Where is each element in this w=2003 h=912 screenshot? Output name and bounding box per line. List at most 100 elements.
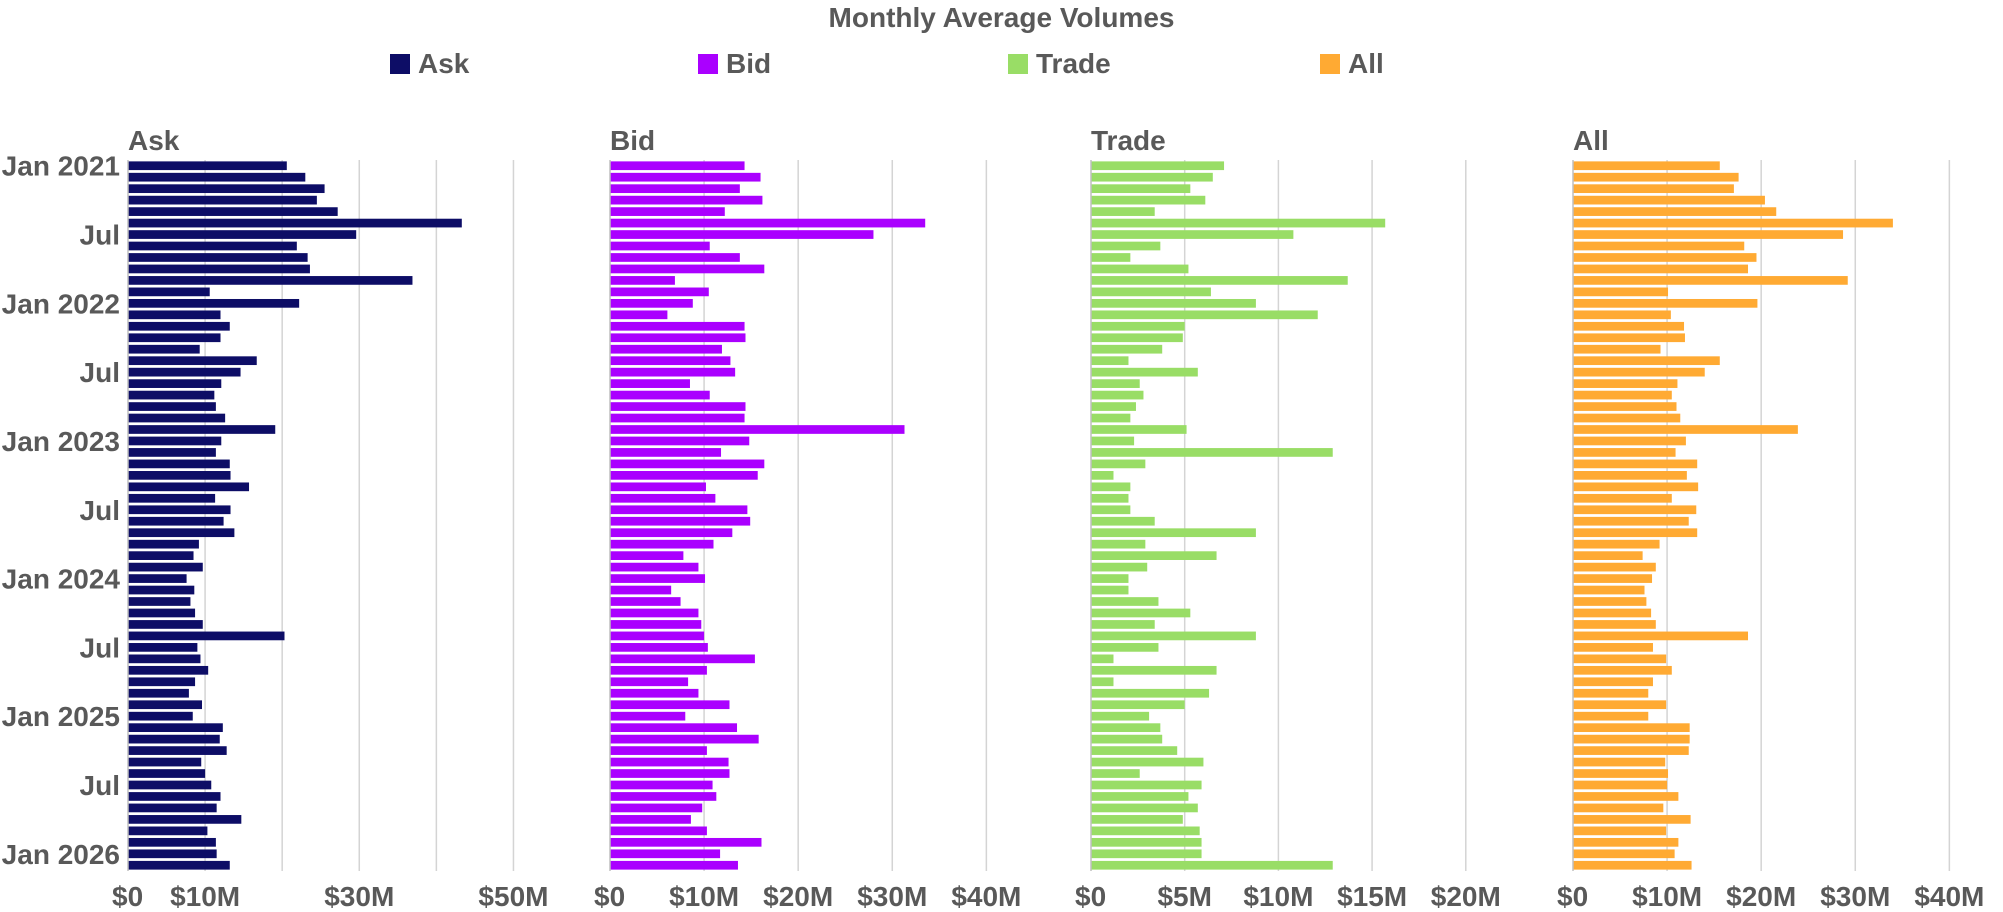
- legend-label: Trade: [1036, 48, 1111, 79]
- panel-title: Ask: [128, 125, 180, 156]
- bar: [1573, 379, 1678, 388]
- bar: [1573, 287, 1669, 297]
- bar: [1573, 849, 1675, 859]
- bar: [610, 837, 762, 847]
- bar: [1091, 413, 1131, 423]
- bar: [610, 161, 745, 171]
- bar: [610, 390, 710, 400]
- bar: [128, 264, 310, 274]
- bar: [1573, 654, 1667, 664]
- legend-swatch: [1320, 54, 1340, 74]
- bar: [1091, 757, 1204, 767]
- bar: [128, 597, 191, 606]
- bar: [128, 803, 217, 813]
- bar: [1091, 241, 1161, 251]
- bar: [1091, 459, 1146, 469]
- bar: [610, 597, 681, 606]
- x-tick-label: $40M: [951, 881, 1021, 912]
- bar: [610, 298, 693, 308]
- bar: [1091, 379, 1140, 388]
- bar: [1573, 620, 1656, 629]
- bar: [610, 471, 758, 480]
- bar: [128, 241, 297, 251]
- x-tick-label: $10M: [170, 881, 240, 912]
- bar: [1573, 780, 1668, 790]
- y-tick-label: Jan 2024: [2, 564, 121, 595]
- bar: [610, 482, 706, 492]
- bar: [610, 757, 729, 767]
- bar: [610, 321, 745, 331]
- bar: [128, 310, 221, 320]
- bar: [1091, 803, 1198, 813]
- bar: [128, 505, 231, 515]
- bar: [1091, 711, 1150, 721]
- chart-title: Monthly Average Volumes: [828, 2, 1175, 33]
- bar: [128, 218, 462, 228]
- bar: [128, 780, 212, 790]
- bar: [1573, 688, 1649, 698]
- bar: [128, 539, 199, 549]
- bar: [1091, 390, 1144, 400]
- bar: [128, 792, 221, 801]
- x-tick-label: $5M: [1157, 881, 1211, 912]
- bar: [1573, 298, 1758, 308]
- legend-item-all: All: [1320, 48, 1384, 80]
- bar: [128, 815, 242, 824]
- panel-ask: Ask $0 $10M $30M $50M: [112, 125, 548, 912]
- bar: [1573, 321, 1685, 331]
- bar: [1573, 471, 1687, 480]
- bar: [610, 539, 714, 549]
- bar: [610, 367, 736, 377]
- x-tick-label: $50M: [478, 881, 548, 912]
- bar: [610, 585, 672, 595]
- bar: [610, 769, 730, 778]
- bar: [1091, 815, 1183, 824]
- bar: [1091, 551, 1217, 560]
- bar: [128, 654, 201, 664]
- x-tick-label: $30M: [857, 881, 927, 912]
- bar: [128, 837, 216, 847]
- bar: [610, 860, 738, 870]
- bar: [610, 493, 716, 503]
- bar: [128, 482, 250, 492]
- bar: [128, 390, 215, 400]
- bar: [128, 459, 230, 469]
- bar: [610, 425, 905, 434]
- legend-label: Bid: [726, 48, 772, 79]
- bar: [1573, 860, 1692, 870]
- y-tick-label: Jan 2022: [2, 288, 120, 319]
- panel-all: All $0 $10M $20M $30M $40M: [1557, 125, 1984, 912]
- bar: [128, 746, 227, 755]
- bar: [610, 528, 733, 538]
- bar: [1573, 631, 1749, 641]
- bar: [610, 815, 691, 824]
- bar: [128, 860, 230, 870]
- bar: [610, 711, 686, 721]
- bar: [610, 734, 759, 744]
- bar: [128, 253, 308, 262]
- bar: [1091, 195, 1206, 205]
- bar: [610, 608, 699, 618]
- bar: [128, 207, 338, 216]
- y-tick-label: Jan 2025: [2, 701, 120, 732]
- bar: [128, 321, 230, 331]
- bar: [128, 574, 187, 583]
- bar: [128, 493, 216, 503]
- bar: [1573, 528, 1698, 538]
- legend-label: Ask: [418, 48, 470, 79]
- bar: [128, 665, 209, 675]
- bar: [1091, 425, 1187, 434]
- panel-title: Bid: [610, 125, 655, 156]
- bar: [610, 551, 684, 560]
- panel-title: All: [1573, 125, 1609, 156]
- bar: [1091, 665, 1217, 675]
- x-tick-label: $40M: [1914, 881, 1984, 912]
- bar: [610, 413, 745, 423]
- bar: [1091, 780, 1202, 790]
- bar: [1091, 493, 1129, 503]
- bar: [1573, 597, 1647, 606]
- bar: [1091, 723, 1161, 733]
- bar: [610, 230, 874, 239]
- bar: [128, 723, 223, 733]
- bar: [610, 207, 725, 216]
